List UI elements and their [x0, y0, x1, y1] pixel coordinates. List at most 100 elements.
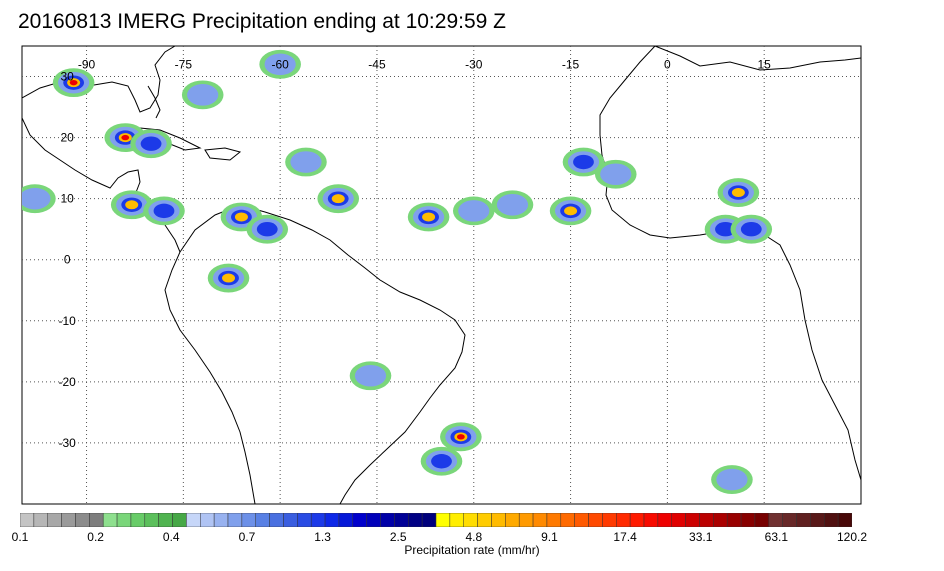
rain-cell	[717, 178, 760, 207]
colorbar-caption: Precipitation rate (mm/hr)	[404, 543, 540, 557]
colorbar-swatch	[602, 513, 617, 527]
rain-cell	[440, 422, 482, 452]
rain-cell	[52, 68, 95, 98]
rain-cell	[407, 202, 450, 232]
colorbar-swatch	[463, 513, 478, 527]
rain-cell	[143, 196, 185, 226]
rain-cell	[562, 147, 605, 177]
colorbar-swatch	[810, 513, 825, 527]
rain-intensity-band	[354, 364, 387, 387]
lon-tick-label: -75	[175, 57, 193, 71]
rain-intensity-band	[331, 194, 345, 204]
rain-cell	[491, 190, 534, 220]
rain-cell	[246, 214, 289, 244]
rain-intensity-band	[125, 200, 139, 210]
colorbar-swatch	[726, 513, 742, 527]
colorbar-swatch	[421, 513, 437, 527]
tick-labels: -90 -75 -60 -45 -30 -15 0 15 30 20 10 0 -10 -20 -30	[59, 57, 772, 450]
colorbar-swatch	[657, 513, 672, 527]
rain-cell	[285, 147, 327, 177]
colorbar-swatch	[796, 513, 811, 527]
colorbar-swatch	[574, 513, 589, 527]
colorbar-swatch	[366, 513, 381, 527]
rain-cell	[349, 361, 392, 391]
colorbar-label: 0.1	[11, 530, 29, 544]
colorbar-swatch	[241, 513, 256, 527]
rain-intensity-band	[153, 203, 175, 219]
lat-tick-label: -10	[59, 314, 77, 328]
colorbar-swatch	[186, 513, 201, 527]
colorbar-label: 17.4	[613, 530, 637, 544]
map-plot-area	[21, 45, 862, 505]
rain-intensity-band	[69, 79, 78, 86]
rain-intensity-band	[234, 212, 248, 222]
rain-intensity-band	[715, 222, 736, 237]
colorbar-swatch	[518, 513, 534, 527]
colorbar-swatch	[754, 513, 770, 527]
colorbar-label: 1.3	[314, 530, 331, 544]
colorbar-swatch	[740, 513, 756, 527]
colorbar-label: 9.1	[541, 530, 558, 544]
rain-intensity-band	[456, 434, 465, 440]
coastline-south-america	[179, 204, 466, 504]
lat-tick-label: -30	[59, 436, 77, 450]
colorbar-swatch	[685, 513, 700, 527]
colorbar-label: 0.7	[238, 530, 256, 544]
lon-tick-label: -90	[78, 57, 96, 71]
rain-intensity-band	[458, 200, 490, 222]
lat-tick-label: -20	[59, 375, 77, 389]
rain-cell	[207, 263, 250, 293]
rain-cell	[549, 196, 592, 226]
colorbar-label: 4.8	[465, 530, 483, 544]
colorbar-swatch	[89, 513, 104, 527]
map-title: 20160813 IMERG Precipitation ending at 1…	[18, 10, 506, 33]
colorbar-swatch	[255, 513, 270, 527]
colorbar-swatch	[172, 513, 187, 527]
colorbar-swatch	[394, 513, 409, 527]
rain-intensity-band	[740, 222, 762, 237]
colorbar-swatch	[47, 513, 62, 527]
colorbar-swatch	[297, 513, 312, 527]
graticule-grid	[22, 46, 861, 504]
colorbar	[20, 513, 852, 527]
rain-cell	[730, 214, 773, 244]
colorbar-swatch	[824, 513, 839, 527]
coastline-africa-north	[654, 46, 861, 71]
colorbar-label: 0.2	[87, 530, 104, 544]
colorbar-swatch	[116, 513, 132, 527]
colorbar-swatch	[269, 513, 284, 527]
lon-tick-label: 15	[758, 57, 772, 71]
colorbar-swatch	[200, 513, 215, 527]
colorbar-swatch	[310, 513, 326, 527]
rain-intensity-band	[290, 151, 322, 173]
lat-tick-label: 0	[64, 253, 71, 267]
lon-tick-label: -30	[465, 57, 483, 71]
rain-cell	[711, 465, 753, 494]
rain-intensity-band	[716, 468, 748, 491]
colorbar-label: 0.4	[162, 530, 180, 544]
colorbar-label: 63.1	[764, 530, 789, 544]
colorbar-swatch	[213, 513, 229, 527]
coastline-africa-west	[599, 46, 861, 481]
colorbar-swatch	[505, 513, 520, 527]
colorbar-swatch	[130, 513, 146, 527]
colorbar-swatch	[629, 513, 645, 527]
rain-cell	[110, 190, 153, 220]
precipitation-field	[22, 49, 773, 494]
colorbar-swatch	[477, 513, 492, 527]
colorbar-swatch	[588, 513, 603, 527]
lon-tick-label: -45	[368, 57, 386, 71]
rain-intensity-band	[731, 188, 745, 198]
colorbar-swatch	[616, 513, 631, 527]
lat-tick-label: 10	[60, 192, 74, 206]
lon-tick-label: -60	[271, 57, 289, 71]
rain-intensity-band	[564, 206, 578, 216]
lat-tick-label: 30	[60, 70, 74, 84]
colorbar-swatch	[435, 513, 451, 527]
colorbar-swatch	[560, 513, 575, 527]
colorbar-swatch	[20, 513, 35, 527]
rain-intensity-band	[422, 212, 436, 222]
colorbar-label: 2.5	[389, 530, 407, 544]
colorbar-swatch	[380, 513, 395, 527]
